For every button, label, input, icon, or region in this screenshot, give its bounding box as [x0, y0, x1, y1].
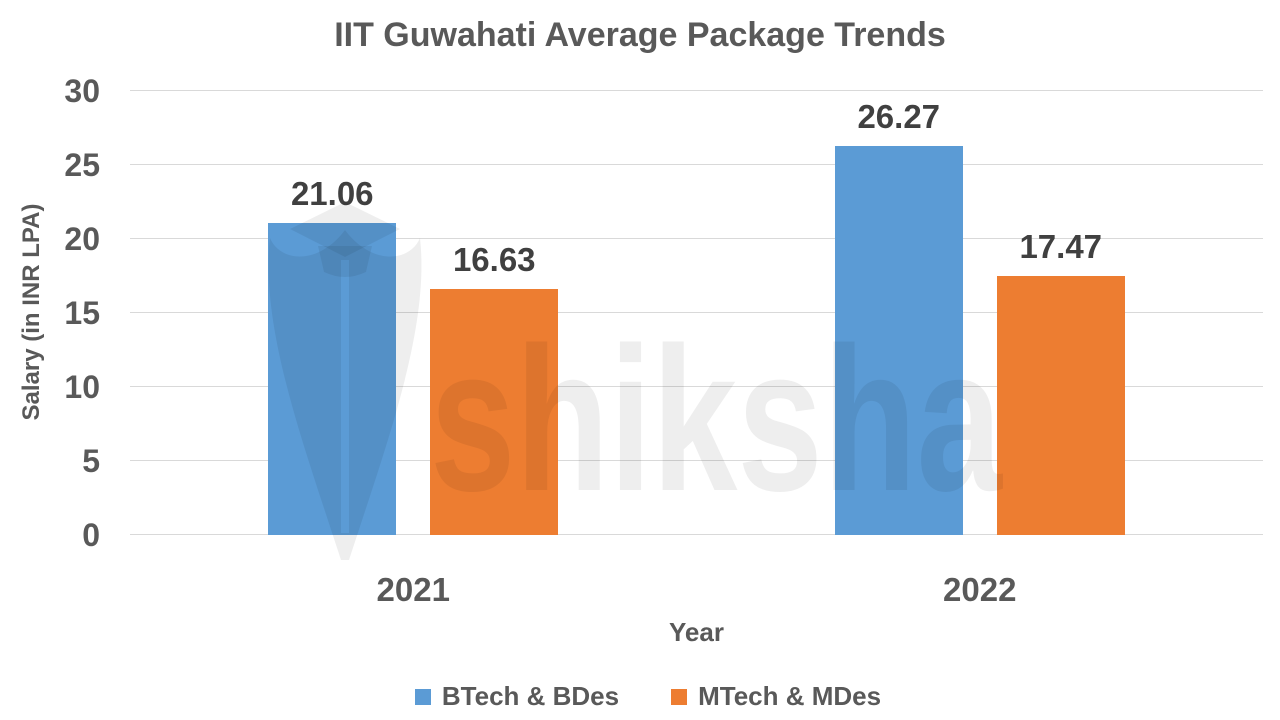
gridline	[130, 534, 1263, 535]
legend-swatch-icon	[671, 688, 688, 705]
data-label: 17.47	[1019, 228, 1103, 266]
legend: BTech & BDes MTech & MDes	[8, 681, 1280, 712]
y-tick-label: 20	[64, 221, 100, 257]
legend-item-mtech-mdes: MTech & MDes	[671, 681, 881, 712]
gridline	[130, 164, 1263, 165]
data-label: 21.06	[290, 175, 374, 213]
legend-label: BTech & BDes	[441, 681, 620, 711]
y-axis-tick-labels: 0 5 10 15 20 25 30	[0, 75, 100, 551]
gridline	[130, 90, 1263, 91]
gridline	[130, 386, 1263, 387]
data-label: 16.63	[452, 240, 536, 278]
legend-item-btech-bdes: BTech & BDes	[414, 681, 620, 712]
legend-label: MTech & MDes	[698, 681, 882, 711]
y-tick-label: 15	[64, 295, 100, 331]
bar-btech-bdes-2021	[268, 223, 397, 535]
legend-swatch-icon	[414, 688, 431, 705]
x-tick-label: 2021	[376, 571, 450, 608]
bar-mtech-mdes-2022	[996, 276, 1125, 535]
chart-title: IIT Guwahati Average Package Trends	[334, 16, 946, 54]
y-tick-label: 5	[82, 443, 100, 479]
plot-area: 2021 21.06 16.63 2022 26.27 17.47	[130, 90, 1263, 608]
y-tick-label: 30	[64, 73, 100, 109]
y-tick-label: 0	[82, 517, 100, 553]
gridline	[130, 238, 1263, 239]
bar-btech-bdes-2022	[834, 146, 963, 535]
gridline	[130, 312, 1263, 313]
data-label: 26.27	[857, 98, 941, 136]
x-tick-label: 2022	[943, 571, 1017, 608]
x-axis-title: Year	[669, 617, 724, 647]
gridline	[130, 460, 1263, 461]
y-tick-label: 10	[64, 369, 100, 405]
bar-mtech-mdes-2021	[430, 288, 559, 535]
y-tick-label: 25	[64, 147, 100, 183]
